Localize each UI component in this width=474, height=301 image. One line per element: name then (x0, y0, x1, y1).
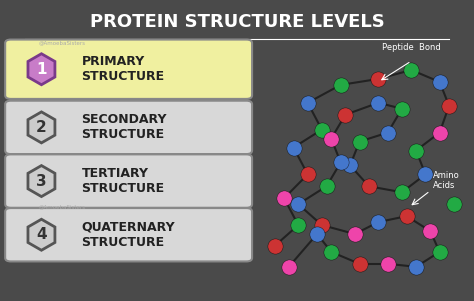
Text: TERTIARY
STRUCTURE: TERTIARY STRUCTURE (82, 167, 164, 195)
FancyBboxPatch shape (5, 208, 252, 262)
FancyBboxPatch shape (5, 39, 252, 99)
Text: Amino
Acids: Amino Acids (433, 171, 459, 190)
Point (384, 130, 392, 135)
Point (351, 231, 359, 236)
Point (408, 67, 415, 72)
Point (403, 214, 410, 219)
Point (342, 112, 349, 117)
Point (450, 202, 457, 206)
Point (304, 100, 311, 105)
Point (328, 250, 335, 254)
Point (384, 261, 392, 266)
Point (337, 82, 345, 87)
Point (398, 190, 406, 195)
Text: 4: 4 (36, 227, 47, 242)
Point (412, 148, 420, 153)
Point (374, 76, 382, 81)
Point (398, 106, 406, 111)
Point (436, 130, 443, 135)
Text: PROTEIN STRUCTURE LEVELS: PROTEIN STRUCTURE LEVELS (90, 13, 384, 31)
Text: QUATERNARY
STRUCTURE: QUATERNARY STRUCTURE (82, 221, 175, 249)
Text: 3: 3 (36, 174, 47, 188)
FancyBboxPatch shape (5, 154, 252, 208)
Point (313, 231, 321, 236)
Point (374, 220, 382, 225)
Polygon shape (28, 54, 55, 85)
Point (436, 79, 443, 84)
Point (280, 196, 288, 201)
Point (318, 127, 326, 132)
Text: @AmoebaSisters: @AmoebaSisters (39, 204, 86, 209)
Point (294, 202, 302, 206)
Text: SECONDARY
STRUCTURE: SECONDARY STRUCTURE (82, 113, 167, 141)
Point (346, 163, 354, 168)
Point (436, 250, 443, 254)
Text: 1: 1 (36, 62, 47, 77)
Polygon shape (28, 219, 55, 250)
Point (271, 244, 279, 248)
Point (285, 264, 292, 269)
Point (445, 103, 453, 108)
Point (356, 261, 363, 266)
Point (318, 223, 326, 228)
Polygon shape (28, 166, 55, 197)
Point (337, 160, 345, 165)
Point (365, 184, 373, 189)
Point (290, 145, 297, 150)
Point (323, 184, 330, 189)
Text: Peptide  Bond: Peptide Bond (382, 43, 441, 52)
FancyBboxPatch shape (5, 101, 252, 154)
Point (294, 223, 302, 228)
Point (427, 229, 434, 234)
Point (356, 139, 363, 144)
Polygon shape (28, 112, 55, 143)
Point (328, 136, 335, 141)
Text: PRIMARY
STRUCTURE: PRIMARY STRUCTURE (82, 55, 164, 83)
Text: 2: 2 (36, 120, 47, 135)
Point (412, 264, 420, 269)
Point (374, 100, 382, 105)
Point (422, 172, 429, 177)
Text: @AmoebaSisters: @AmoebaSisters (39, 40, 86, 45)
Point (304, 172, 311, 177)
